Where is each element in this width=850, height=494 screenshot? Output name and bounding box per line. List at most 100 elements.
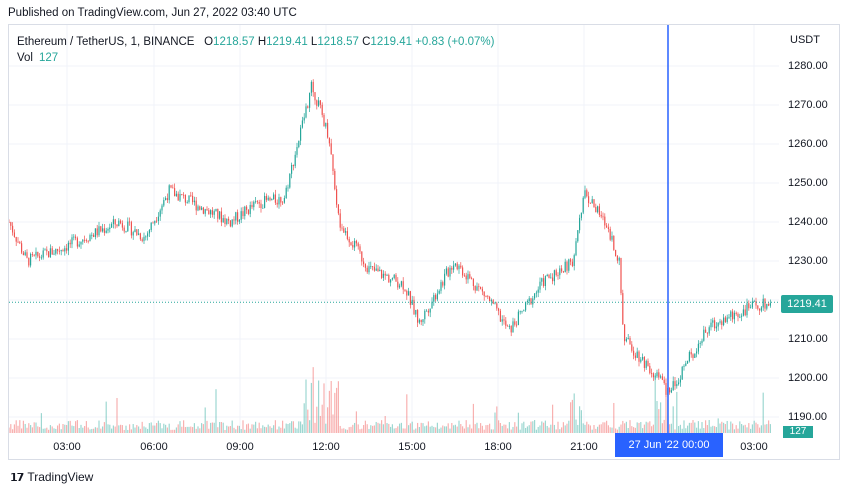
candle-body <box>526 301 528 302</box>
candle-body <box>427 310 429 313</box>
volume-bar <box>210 422 212 433</box>
candle-body <box>364 264 366 268</box>
price-chart[interactable] <box>9 25 781 433</box>
candle-body <box>96 228 98 236</box>
candle-body <box>627 337 629 339</box>
candle-body <box>391 278 393 280</box>
candle-body <box>712 320 714 323</box>
candle-body <box>163 200 165 206</box>
candle-body <box>721 321 723 326</box>
candle-body <box>114 219 116 225</box>
candle-body <box>543 278 545 286</box>
candle-body <box>694 353 696 358</box>
volume-bar <box>492 429 494 433</box>
volume-bar <box>87 427 89 433</box>
volume-bar <box>433 426 435 433</box>
candle-body <box>701 340 703 344</box>
candle-body <box>467 274 469 280</box>
volume-bar <box>613 402 615 433</box>
volume-bar <box>553 424 555 433</box>
candle-body <box>616 256 618 261</box>
volume-bar <box>73 426 75 433</box>
candle-body <box>188 195 190 203</box>
tradingview-logo[interactable]: 𝟭𝟳 TradingView <box>10 470 93 484</box>
symbol-label[interactable]: Ethereum / TetherUS, 1, BINANCE <box>17 36 195 48</box>
volume-bar <box>298 421 300 433</box>
volume-bar <box>381 420 383 433</box>
candle-body <box>370 266 372 267</box>
volume-bar <box>224 429 226 433</box>
volume-bar <box>467 427 469 433</box>
candle-body <box>600 214 602 217</box>
volume-bar <box>692 420 694 433</box>
time-tick-label: 09:00 <box>226 441 254 453</box>
volume-bar <box>33 422 35 433</box>
volume-bar <box>21 428 23 433</box>
volume-bar <box>102 426 104 433</box>
volume-bar <box>417 422 419 433</box>
volume-bar <box>476 422 478 433</box>
volume-bar <box>681 428 683 433</box>
candle-body <box>219 211 221 219</box>
candle-body <box>643 357 645 368</box>
candle-body <box>418 319 420 323</box>
candle-body <box>289 173 291 188</box>
volume-bar <box>75 421 77 433</box>
candle-body <box>136 229 138 235</box>
candle-body <box>89 235 91 242</box>
time-tick-label: 12:00 <box>312 441 340 453</box>
candle-body <box>21 243 23 253</box>
close-value: 1219.41 <box>370 36 412 48</box>
volume-bar <box>760 425 762 433</box>
volume-bar <box>453 425 455 433</box>
chart-pane[interactable] <box>8 24 840 460</box>
volume-bar <box>393 428 395 433</box>
volume-bar <box>253 424 255 433</box>
candle-body <box>91 234 93 236</box>
volume-bar <box>112 425 114 433</box>
low-value: 1218.57 <box>317 36 359 48</box>
candle-body <box>681 366 683 380</box>
candle-body <box>229 220 231 227</box>
volume-bar <box>247 423 249 433</box>
volume-bar <box>166 427 168 433</box>
candle-body <box>184 195 186 203</box>
last-volume-badge: 127 <box>783 426 813 438</box>
candle-body <box>638 351 640 362</box>
volume-bar <box>334 392 336 433</box>
candle-body <box>192 195 194 203</box>
candle-body <box>474 286 476 291</box>
candle-body <box>291 164 293 174</box>
volume-bar <box>192 427 194 433</box>
candle-body <box>769 303 771 306</box>
volume-bar <box>487 424 489 433</box>
volume-bar <box>48 429 50 433</box>
volume-bar <box>570 402 572 433</box>
candle-body <box>352 244 354 248</box>
volume-bar <box>190 426 192 433</box>
volume-bar <box>202 424 204 433</box>
volume-bar <box>91 428 93 433</box>
candle-body <box>210 210 212 215</box>
candle-body <box>494 303 496 305</box>
candle-body <box>253 201 255 208</box>
candle-body <box>143 236 145 241</box>
volume-bar <box>762 392 764 433</box>
volume-bar <box>552 404 554 433</box>
volume-bar <box>170 429 172 433</box>
candle-body <box>134 229 136 233</box>
volume-bar <box>283 428 285 433</box>
volume-bar <box>388 423 390 433</box>
candle-body <box>235 212 237 221</box>
candle-body <box>528 298 530 302</box>
volume-bar <box>339 425 341 433</box>
volume-bar <box>609 427 611 433</box>
volume-bar <box>512 426 514 433</box>
volume-bar <box>507 428 509 433</box>
volume-bar <box>559 429 561 433</box>
volume-bar <box>204 407 206 433</box>
volume-bar <box>703 428 705 433</box>
volume-bar <box>321 404 323 433</box>
price-tick-label: 1190.00 <box>788 411 827 423</box>
candle-body <box>48 251 50 258</box>
